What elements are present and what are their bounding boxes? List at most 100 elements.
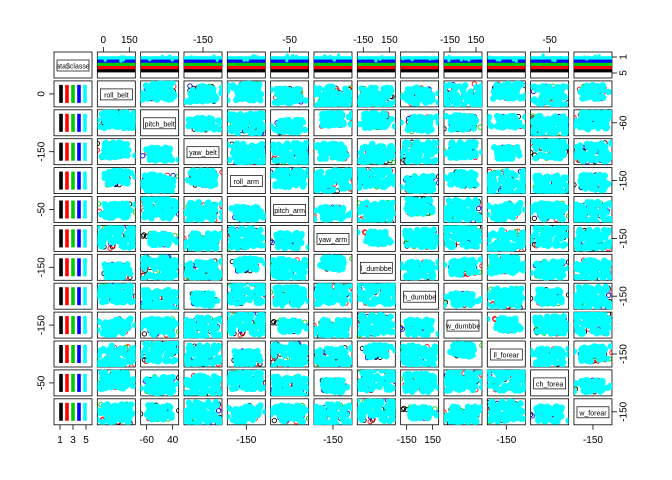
class-band-C (487, 62, 526, 66)
data-point (172, 202, 179, 209)
data-point (240, 140, 247, 148)
data-point (146, 201, 154, 209)
data-point (199, 115, 206, 122)
data-point (601, 120, 609, 127)
data-point (562, 182, 569, 189)
data-point (580, 116, 588, 123)
data-point (364, 56, 368, 60)
class-band-E (443, 56, 482, 60)
data-point (386, 84, 393, 92)
data-point (536, 115, 544, 122)
data-point (511, 178, 518, 186)
panel-3-3: yaw_belt (183, 138, 223, 166)
data-point (160, 80, 168, 86)
data-point (605, 180, 612, 188)
data-point (153, 150, 160, 158)
data-point (530, 83, 537, 90)
data-point (260, 56, 265, 60)
data-point (444, 212, 452, 219)
data-point (460, 93, 468, 100)
data-point (469, 100, 477, 107)
data-point (302, 97, 309, 104)
data-point (450, 95, 458, 103)
panel-1-4 (226, 80, 266, 108)
diagonal-label-box (143, 117, 177, 130)
data-point (504, 143, 512, 151)
class-band-B (65, 84, 69, 103)
data-point (511, 58, 515, 62)
data-point (193, 171, 200, 179)
data-point (187, 90, 194, 97)
class-band-A (59, 200, 63, 219)
data-point (459, 181, 466, 188)
data-point (507, 154, 515, 161)
data-point (431, 57, 436, 61)
class-band-C (443, 62, 482, 66)
data-point (448, 147, 455, 154)
panel-1-9 (443, 80, 483, 108)
data-point (243, 158, 251, 165)
data-point (478, 148, 482, 156)
data-point (553, 56, 558, 60)
panel-4-6 (313, 167, 353, 195)
data-point (230, 143, 237, 150)
data-point (577, 148, 585, 156)
class-band-C (71, 84, 75, 103)
data-point (285, 53, 289, 57)
data-point (251, 90, 258, 97)
data-point (371, 201, 378, 208)
class-band-B (487, 65, 526, 70)
data-point (420, 172, 427, 180)
data-point (296, 153, 303, 160)
data-point (547, 153, 554, 161)
data-point (114, 117, 121, 125)
data-point (553, 58, 557, 63)
data-point (425, 187, 432, 194)
data-point (115, 150, 122, 157)
data-point (97, 201, 102, 207)
data-point (146, 90, 153, 97)
panel-0-8 (400, 51, 440, 79)
data-point (372, 56, 377, 60)
data-point (552, 113, 559, 121)
data-point (466, 146, 473, 154)
data-point (227, 156, 233, 164)
data-point (420, 197, 428, 205)
data-point (294, 54, 299, 59)
data-point (561, 129, 569, 136)
data-point (540, 127, 547, 134)
data-point (104, 180, 112, 187)
data-point (411, 178, 418, 185)
data-point (129, 124, 136, 132)
panel-2-2: pitch_belt (140, 109, 180, 137)
data-point (429, 205, 436, 212)
data-point (305, 172, 309, 179)
data-point (278, 176, 286, 183)
panel-4-5 (270, 167, 310, 195)
data-point (305, 167, 309, 173)
data-point (97, 116, 101, 124)
data-point (119, 140, 126, 148)
data-point (341, 151, 348, 158)
data-point (539, 56, 543, 60)
data-point (543, 180, 550, 188)
data-point (358, 167, 365, 171)
data-point (232, 115, 239, 123)
data-point (292, 181, 300, 189)
data-point (187, 199, 194, 207)
data-point (331, 172, 338, 180)
data-point (209, 169, 216, 176)
data-point (132, 152, 136, 159)
class-band-A (400, 69, 439, 73)
data-point (516, 94, 524, 101)
data-point (294, 89, 301, 96)
data-point (196, 204, 204, 212)
data-point (554, 87, 562, 94)
data-point (445, 82, 452, 89)
panel-4-9 (443, 167, 483, 195)
class-band-E (227, 56, 266, 60)
panel-4-10 (486, 167, 526, 195)
data-point (140, 153, 146, 159)
data-point (430, 146, 438, 154)
data-point (332, 167, 339, 174)
